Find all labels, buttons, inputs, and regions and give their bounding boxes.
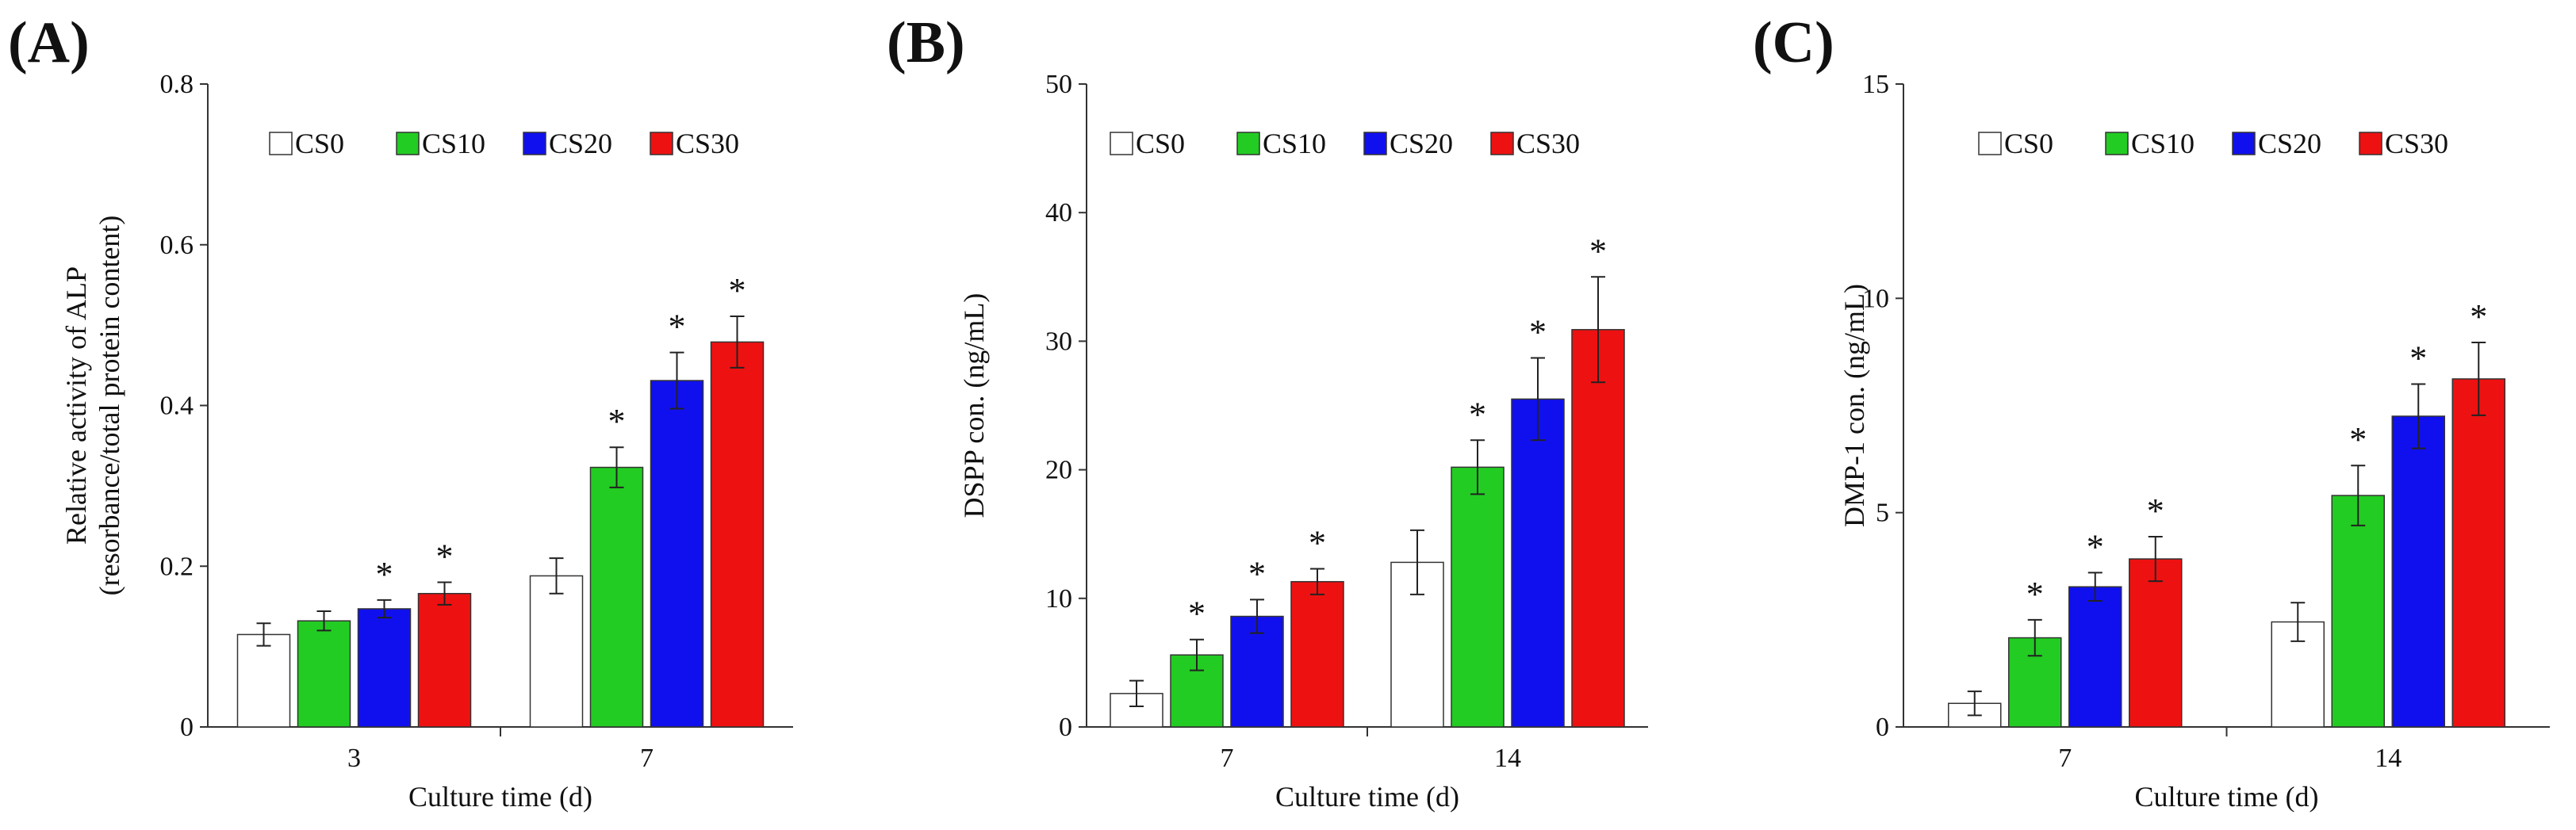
x-tick-label: 14	[1494, 744, 1521, 773]
significance-star: *	[729, 271, 746, 310]
y-tick-label: 5	[1876, 499, 1889, 528]
bar-cs20-7	[650, 380, 704, 728]
bar-cs30-7	[710, 341, 765, 728]
legend-label-cs10: CS10	[2131, 128, 2195, 159]
bar-cs0-3	[236, 633, 291, 728]
legend-swatch-cs20	[523, 132, 546, 155]
legend-label-cs20: CS20	[549, 128, 612, 159]
legend-label-cs20: CS20	[2258, 128, 2321, 159]
legend-swatch-cs10	[396, 132, 420, 155]
legend-swatch-cs20	[2232, 132, 2256, 155]
significance-star: *	[608, 402, 626, 441]
legend-label-cs30: CS30	[1516, 128, 1580, 159]
bar-cs20-7	[1230, 615, 1284, 728]
y-tick-label: 0	[180, 713, 194, 742]
legend-swatch-cs0	[1110, 132, 1133, 155]
panel-label: (B)	[887, 10, 965, 75]
significance-star: *	[376, 555, 393, 594]
chart-panel-c: (C) 0 5 10 15 DMP-1 con. (ng/mL) 7 * * * 14 * * * Cult…	[1753, 10, 2550, 813]
legend-label-cs0: CS0	[295, 128, 344, 159]
x-axis-title: Culture time (d)	[2135, 781, 2319, 813]
significance-star: *	[2147, 491, 2164, 530]
significance-star: *	[669, 308, 686, 346]
legend-swatch-cs20	[1363, 132, 1387, 155]
bar-cs30-14	[2451, 378, 2505, 728]
legend-label-cs10: CS10	[422, 128, 485, 159]
bar-cs10-14	[2331, 495, 2385, 728]
y-axis-title: Relative activity of ALP	[60, 266, 92, 545]
x-axis-title: Culture time (d)	[1275, 781, 1459, 813]
y-tick-label: 40	[1045, 198, 1072, 228]
significance-star: *	[1248, 554, 1266, 593]
bar-cs30-7	[1290, 580, 1344, 728]
y-tick-label: 15	[1862, 70, 1889, 99]
significance-star: *	[1529, 312, 1547, 351]
legend-swatch-cs0	[269, 132, 293, 155]
legend-swatch-cs0	[1978, 132, 2002, 155]
bar-cs10-3	[297, 620, 351, 728]
legend-label-cs10: CS10	[1263, 128, 1326, 159]
legend-label-cs0: CS0	[1136, 128, 1185, 159]
legend-label-cs30: CS30	[2385, 128, 2448, 159]
panel-label: (A)	[8, 10, 90, 75]
bar-cs10-14	[1451, 466, 1505, 728]
significance-star: *	[1469, 395, 1486, 434]
x-axis-title: Culture time (d)	[408, 781, 592, 813]
legend-label-cs30: CS30	[676, 128, 739, 159]
chart-panel-b: (B) 0 10 20 30 40 50 DSPP con. (ng/mL) 7 * * * 14 * * *…	[887, 10, 1648, 813]
bar-cs0-7	[529, 575, 584, 728]
y-tick-label: 0	[1059, 713, 1072, 742]
y-tick-label: 0	[1876, 713, 1889, 742]
legend-swatch-cs30	[1490, 132, 1514, 155]
legend-swatch-cs10	[2105, 132, 2129, 155]
bar-cs20-3	[357, 608, 412, 728]
y-tick-label: 30	[1045, 327, 1072, 356]
significance-star: *	[2349, 420, 2367, 459]
y-tick-label: 0.6	[160, 231, 194, 260]
significance-star: *	[1589, 231, 1607, 270]
y-tick-label: 50	[1045, 70, 1072, 99]
panel-label: (C)	[1753, 10, 1834, 75]
legend: CS0 CS10 CS20 CS30	[1110, 128, 1580, 159]
significance-star: *	[2026, 575, 2044, 614]
bar-cs10-7	[2008, 637, 2062, 728]
bar-cs30-7	[2129, 558, 2183, 728]
x-tick-label: 3	[347, 744, 361, 773]
y-tick-label: 10	[1045, 584, 1072, 614]
significance-star: *	[1188, 595, 1206, 633]
bar-cs20-14	[2391, 415, 2445, 728]
legend-swatch-cs30	[2359, 132, 2382, 155]
y-axis-subtitle: (resorbance/total protein content)	[94, 216, 125, 596]
y-axis-title: DSPP con. (ng/mL)	[958, 293, 990, 518]
legend-label-cs20: CS20	[1390, 128, 1453, 159]
x-tick-label: 7	[2058, 744, 2072, 773]
chart-panel-a: (A) 0 0.2 0.4 0.6 0.8 Relative activity of ALP…	[8, 10, 793, 813]
bar-cs20-7	[2068, 586, 2122, 728]
y-tick-label: 0.2	[160, 552, 194, 581]
y-axis-title: DMP-1 con. (ng/mL)	[1838, 284, 1870, 527]
bar-cs30-3	[417, 592, 472, 728]
x-tick-label: 7	[640, 744, 654, 773]
significance-star: *	[2409, 339, 2427, 377]
significance-star: *	[1309, 523, 1326, 562]
y-tick-label: 0.4	[160, 392, 194, 421]
legend: CS0 CS10 CS20 CS30	[269, 128, 739, 159]
x-tick-label: 7	[1221, 744, 1234, 773]
significance-star: *	[2087, 527, 2104, 566]
y-tick-label: 0.8	[160, 70, 194, 99]
legend-label-cs0: CS0	[2004, 128, 2053, 159]
y-tick-label: 10	[1862, 284, 1889, 313]
x-tick-label: 14	[2375, 744, 2402, 773]
legend: CS0 CS10 CS20 CS30	[1978, 128, 2448, 159]
bar-cs10-7	[589, 466, 644, 728]
significance-star: *	[436, 537, 454, 576]
legend-swatch-cs10	[1236, 132, 1260, 155]
bar-cs30-14	[1571, 329, 1625, 728]
significance-star: *	[2470, 297, 2487, 336]
legend-swatch-cs30	[650, 132, 673, 155]
bar-cs20-14	[1511, 398, 1565, 728]
y-tick-label: 20	[1045, 456, 1072, 485]
